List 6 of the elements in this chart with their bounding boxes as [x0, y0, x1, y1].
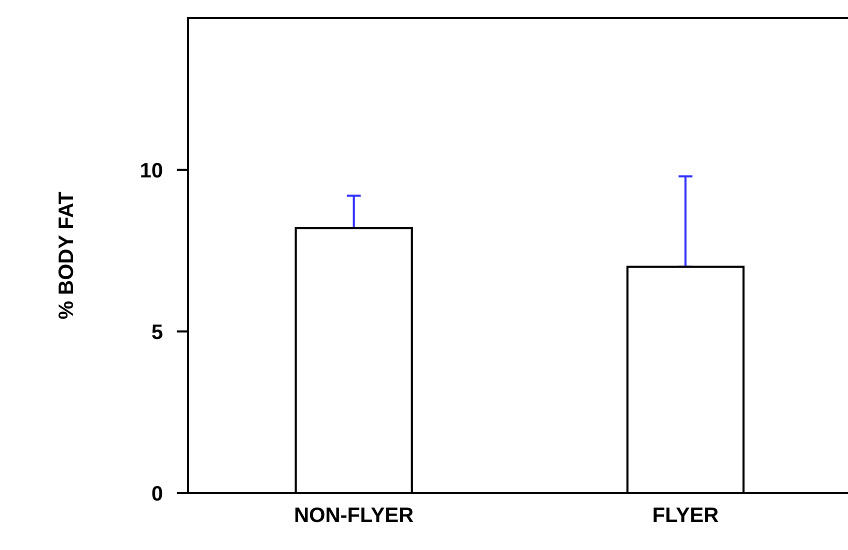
y-tick-label: 5 [152, 324, 162, 340]
x-tick-label: FLYER [654, 508, 718, 522]
y-tick-label: 0 [152, 486, 162, 501]
y-tick-label: 10 [141, 162, 162, 178]
y-axis-title: % BODY FAT [58, 192, 74, 319]
x-tick-label: NON-FLYER [295, 507, 414, 522]
